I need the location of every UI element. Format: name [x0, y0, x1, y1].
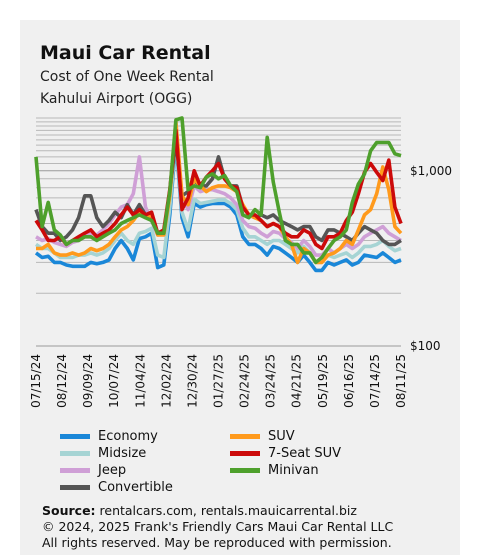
legend-label: 7-Seat SUV — [268, 446, 342, 461]
chart-card — [20, 20, 460, 555]
line-chart: $1,000 $100 07/15/24 08/12/24 09/09/24 10/07/… — [29, 116, 452, 408]
x-tick-label: 12/02/24 — [159, 354, 173, 408]
legend-label: Minivan — [268, 463, 319, 478]
series-line-economy — [34, 138, 402, 273]
legend-swatch — [60, 485, 90, 490]
x-tick-label: 06/16/25 — [342, 354, 356, 408]
x-tick-label: 07/15/24 — [29, 354, 43, 408]
legend-item-midsize: Midsize — [60, 446, 146, 461]
legend-label: Economy — [98, 429, 158, 444]
series-line-suv — [36, 120, 403, 265]
chart-subtitle: Cost of One Week Rental — [40, 69, 214, 85]
x-tick-label: 09/09/24 — [81, 354, 95, 408]
legend-item-7-seat-suv: 7-Seat SUV — [230, 446, 341, 461]
source-text: rentalcars.com, rentals.mauicarrental.bi… — [95, 503, 357, 518]
x-tick-label: 10/07/24 — [107, 354, 121, 408]
legend: Economy Midsize Jeep Convertible SUV 7-Seat S… — [60, 429, 420, 499]
legend-label: SUV — [268, 429, 295, 444]
legend-swatch — [60, 434, 90, 439]
legend-item-suv: SUV — [230, 429, 295, 444]
chart-title: Maui Car Rental — [40, 42, 211, 64]
series-line-minivan — [34, 116, 402, 265]
rights-line: All rights reserved. May be reproduced w… — [42, 535, 392, 550]
legend-label: Convertible — [98, 480, 173, 495]
legend-label: Jeep — [98, 463, 127, 478]
x-tick-label: 02/24/25 — [238, 354, 252, 408]
legend-item-minivan: Minivan — [230, 463, 319, 478]
x-tick-label: 03/24/25 — [264, 354, 278, 408]
copyright-line: © 2024, 2025 Frank's Friendly Cars Maui … — [42, 519, 394, 534]
legend-swatch — [230, 434, 260, 439]
x-tick-label: 12/30/24 — [185, 354, 199, 408]
legend-swatch — [230, 468, 260, 473]
x-tick-label: 07/14/25 — [368, 354, 382, 408]
source-note: Source: rentalcars.com, rentals.mauicarr… — [42, 503, 393, 551]
source-label: Source: — [42, 503, 96, 518]
legend-swatch — [230, 451, 260, 456]
legend-item-economy: Economy — [60, 429, 158, 444]
chart-subtitle-location: Kahului Airport (OGG) — [40, 91, 193, 107]
legend-label: Midsize — [98, 446, 147, 461]
series-line-midsize — [34, 135, 402, 265]
x-tick-label: 04/21/25 — [290, 354, 304, 408]
y-tick-label: $1,000 — [410, 164, 452, 178]
legend-item-jeep: Jeep — [60, 463, 126, 478]
y-tick-label: $100 — [410, 339, 441, 353]
legend-swatch — [60, 468, 90, 473]
x-tick-label: 08/11/25 — [394, 354, 408, 408]
x-tick-label: 08/12/24 — [55, 354, 69, 408]
series-line-7-seat-suv — [34, 128, 403, 251]
legend-swatch — [60, 451, 90, 456]
x-tick-label: 05/19/25 — [316, 354, 330, 408]
legend-item-convertible: Convertible — [60, 480, 173, 495]
x-tick-label: 11/04/24 — [133, 354, 147, 408]
x-tick-label: 01/27/25 — [212, 354, 226, 408]
